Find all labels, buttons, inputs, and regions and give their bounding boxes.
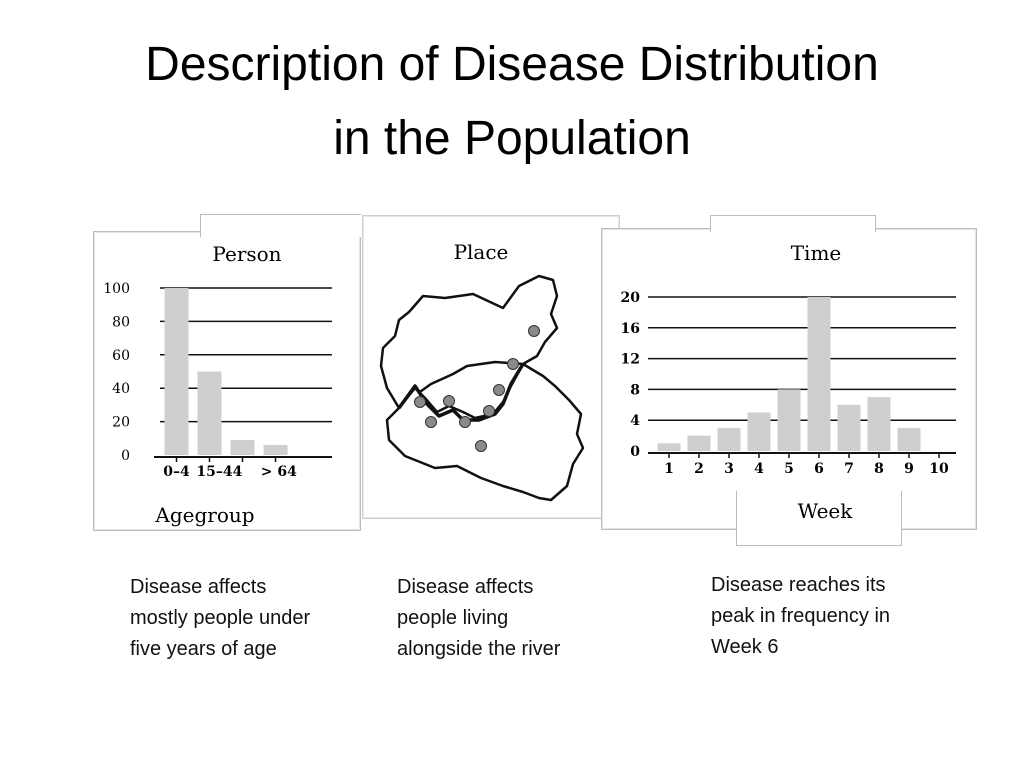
time-ytick-label: 4 <box>630 413 640 429</box>
time-tab-notch <box>710 215 876 232</box>
time-caption-line: Disease reaches its <box>711 574 886 596</box>
time-ytick-label: 0 <box>630 444 640 460</box>
slide-title: Description of Disease Distribution in t… <box>0 28 1024 176</box>
person-caption-line: mostly people under <box>130 607 311 629</box>
time-caption-line: peak in frequency in <box>711 605 891 627</box>
time-heading: Time <box>791 241 842 265</box>
person-category-label: 15–44 <box>196 464 242 480</box>
person-ytick-label: 80 <box>112 314 130 330</box>
person-ytick-label: 60 <box>112 348 130 364</box>
case-dot <box>459 416 471 428</box>
time-bar <box>807 297 831 451</box>
place-heading: Place <box>454 240 509 264</box>
person-category-label: 0–4 <box>163 464 190 480</box>
time-bar <box>717 427 741 451</box>
time-caption-line: Week 6 <box>711 636 779 658</box>
case-dot <box>483 405 495 417</box>
time-category-label: 10 <box>929 461 949 477</box>
time-week-tab <box>736 491 902 546</box>
person-ytick-label: 0 <box>121 448 130 464</box>
time-ytick-label: 8 <box>630 382 640 398</box>
time-category-label: 9 <box>904 461 914 477</box>
time-bar <box>747 412 771 451</box>
time-ytick-label: 12 <box>621 352 640 368</box>
person-bar <box>197 371 222 455</box>
person-bar <box>263 444 288 455</box>
person-ytick-label: 100 <box>103 281 130 297</box>
time-bar <box>777 389 801 451</box>
case-dot <box>475 440 487 452</box>
time-category-label: 7 <box>844 461 854 477</box>
person-caption-line: five years of age <box>130 638 277 660</box>
person-ytick-label: 20 <box>112 415 130 431</box>
place-caption: Disease affects people living alongside … <box>397 572 560 665</box>
place-panel: Place <box>362 215 620 519</box>
person-heading: Person <box>212 242 281 266</box>
person-chart: Person 0 20 40 60 80 100 0–4 15–44 > 64 Agegroup <box>103 242 332 527</box>
case-dot <box>528 325 540 337</box>
time-category-label: 4 <box>754 461 764 477</box>
person-caption-line: Disease affects <box>130 576 267 598</box>
case-dot <box>425 416 437 428</box>
place-caption-line: people living <box>397 607 509 629</box>
person-bar <box>164 288 189 455</box>
case-dot <box>507 358 519 370</box>
person-panel: Person 0 20 40 60 80 100 0–4 15–44 > 64 Agegroup <box>93 214 361 531</box>
case-dot <box>493 384 505 396</box>
place-caption-line: alongside the river <box>397 638 561 660</box>
person-tab-notch <box>200 214 361 237</box>
time-panel: Time 0 4 8 12 16 20 1 2 3 4 5 6 7 8 9 10 Week <box>601 215 977 546</box>
time-bar <box>687 435 711 451</box>
case-dot <box>414 396 426 408</box>
person-bar <box>230 439 255 455</box>
time-category-label: 6 <box>814 461 824 477</box>
time-bar <box>897 427 921 451</box>
person-ytick-label: 40 <box>112 381 130 397</box>
time-category-label: 8 <box>874 461 884 477</box>
time-category-label: 2 <box>694 461 704 477</box>
place-map: Place <box>379 240 585 502</box>
title-line-1: Description of Disease Distribution <box>145 38 879 91</box>
time-caption: Disease reaches its peak in frequency in… <box>711 570 890 663</box>
time-bar <box>837 404 861 451</box>
time-bar <box>867 397 891 451</box>
time-ytick-label: 16 <box>621 321 640 337</box>
time-bar <box>657 443 681 451</box>
person-category-label: > 64 <box>261 464 297 480</box>
time-category-label: 5 <box>784 461 794 477</box>
time-ytick-label: 20 <box>621 290 641 306</box>
lower-region-outline <box>385 362 585 502</box>
time-category-label: 1 <box>664 461 674 477</box>
time-x-axis-label: Week <box>798 499 854 523</box>
place-caption-line: Disease affects <box>397 576 534 598</box>
title-line-2: in the Population <box>333 112 691 165</box>
person-caption: Disease affects mostly people under five… <box>130 572 310 665</box>
case-dot <box>443 395 455 407</box>
person-x-axis-label: Agegroup <box>154 503 254 527</box>
time-category-label: 3 <box>724 461 734 477</box>
